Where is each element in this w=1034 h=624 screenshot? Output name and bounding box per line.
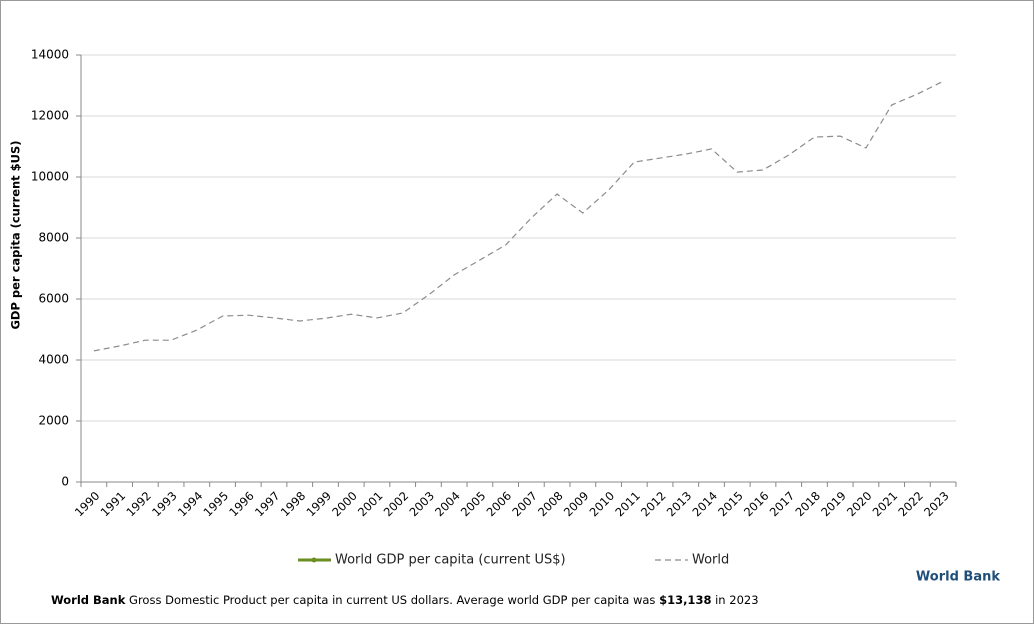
footer-source: World Bank — [51, 593, 126, 607]
legend-label: World — [692, 553, 729, 568]
y-tick-label: 0 — [61, 475, 69, 489]
footer-text: Gross Domestic Product per capita in cur… — [129, 593, 655, 607]
y-axis-label: GDP per capita (current $US) — [9, 140, 23, 329]
y-tick-label: 14000 — [31, 48, 69, 62]
y-tick-label: 8000 — [38, 231, 69, 245]
footer: World Bank Gross Domestic Product per ca… — [51, 593, 759, 607]
brand: World Bank — [916, 570, 1000, 585]
legend-marker — [311, 557, 317, 563]
y-tick-label: 4000 — [38, 353, 69, 367]
footer-tail: in 2023 — [715, 593, 758, 607]
series-line — [93, 80, 944, 352]
y-tick-label: 12000 — [31, 109, 69, 123]
y-tick-label: 6000 — [38, 292, 69, 306]
y-tick-label: 2000 — [38, 414, 69, 428]
footer-highlight: $13,138 — [659, 593, 711, 607]
y-tick-label: 10000 — [31, 170, 69, 184]
legend-label: World GDP per capita (current US$) — [335, 553, 566, 568]
